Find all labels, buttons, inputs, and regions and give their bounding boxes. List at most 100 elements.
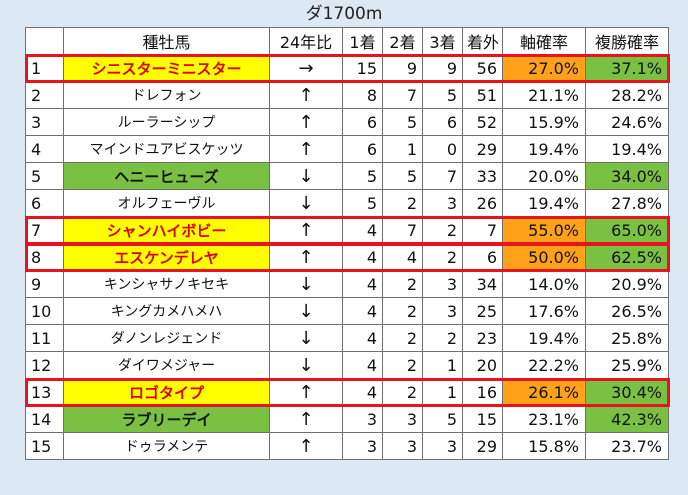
- out-count-cell: 29: [462, 432, 503, 460]
- table-row: 5 ヘニーヒューズ ↓ 5 5 7 33 20.0% 34.0%: [25, 162, 669, 190]
- first-count-cell: 6: [342, 108, 383, 136]
- out-count-cell: 29: [462, 135, 503, 163]
- third-count-cell: 1: [422, 351, 463, 379]
- axis-rate-cell: 22.2%: [502, 351, 586, 379]
- rank-cell: 10: [25, 297, 64, 325]
- first-count-cell: 4: [342, 243, 383, 271]
- out-count-cell: 23: [462, 324, 503, 352]
- table-row: 13 ロゴタイプ ↑ 4 2 1 16 26.1% 30.4%: [25, 378, 669, 406]
- second-count-cell: 2: [382, 324, 423, 352]
- header-axis-rate: 軸確率: [502, 27, 586, 55]
- sire-name-cell: キンシャサノキセキ: [63, 270, 270, 298]
- table-row: 8 エスケンデレヤ ↑ 4 4 2 6 50.0% 62.5%: [25, 243, 669, 271]
- third-count-cell: 3: [422, 297, 463, 325]
- place-rate-cell: 37.1%: [585, 54, 669, 82]
- second-count-cell: 2: [382, 351, 423, 379]
- table-row: 11 ダノンレジェンド ↓ 4 2 2 23 19.4% 25.8%: [25, 324, 669, 352]
- header-third: 3着: [422, 27, 463, 55]
- sire-name-cell: ヘニーヒューズ: [63, 162, 270, 190]
- place-rate-cell: 19.4%: [585, 135, 669, 163]
- first-count-cell: 6: [342, 135, 383, 163]
- rank-cell: 15: [25, 432, 64, 460]
- table-row: 14 ラブリーデイ ↑ 3 3 5 15 23.1% 42.3%: [25, 405, 669, 433]
- third-count-cell: 2: [422, 216, 463, 244]
- sire-name-cell: ロゴタイプ: [63, 378, 270, 406]
- second-count-cell: 2: [382, 270, 423, 298]
- axis-rate-cell: 26.1%: [502, 378, 586, 406]
- trend-arrow-icon: ↑: [269, 135, 343, 163]
- table-row: 3 ルーラーシップ ↑ 6 5 6 52 15.9% 24.6%: [25, 108, 669, 136]
- header-no: [25, 27, 64, 55]
- header-first: 1着: [342, 27, 383, 55]
- first-count-cell: 4: [342, 216, 383, 244]
- out-count-cell: 7: [462, 216, 503, 244]
- trend-arrow-icon: ↑: [269, 432, 343, 460]
- table-row: 12 ダイワメジャー ↓ 4 2 1 20 22.2% 25.9%: [25, 351, 669, 379]
- first-count-cell: 5: [342, 189, 383, 217]
- axis-rate-cell: 19.4%: [502, 324, 586, 352]
- axis-rate-cell: 55.0%: [502, 216, 586, 244]
- second-count-cell: 2: [382, 297, 423, 325]
- trend-arrow-icon: ↑: [269, 405, 343, 433]
- out-count-cell: 56: [462, 54, 503, 82]
- rank-cell: 13: [25, 378, 64, 406]
- third-count-cell: 5: [422, 81, 463, 109]
- third-count-cell: 9: [422, 54, 463, 82]
- axis-rate-cell: 27.0%: [502, 54, 586, 82]
- sire-name-cell: シニスターミニスター: [63, 54, 270, 82]
- first-count-cell: 4: [342, 324, 383, 352]
- trend-arrow-icon: ↑: [269, 81, 343, 109]
- rank-cell: 6: [25, 189, 64, 217]
- first-count-cell: 4: [342, 297, 383, 325]
- rank-cell: 8: [25, 243, 64, 271]
- sire-name-cell: エスケンデレヤ: [63, 243, 270, 271]
- axis-rate-cell: 19.4%: [502, 135, 586, 163]
- first-count-cell: 4: [342, 351, 383, 379]
- place-rate-cell: 62.5%: [585, 243, 669, 271]
- rank-cell: 14: [25, 405, 64, 433]
- trend-arrow-icon: ↑: [269, 108, 343, 136]
- axis-rate-cell: 19.4%: [502, 189, 586, 217]
- third-count-cell: 3: [422, 270, 463, 298]
- out-count-cell: 26: [462, 189, 503, 217]
- sire-name-cell: ダノンレジェンド: [63, 324, 270, 352]
- sire-name-cell: キングカメハメハ: [63, 297, 270, 325]
- sheet-title: ダ1700m: [305, 4, 383, 24]
- third-count-cell: 0: [422, 135, 463, 163]
- table-row: 4 マインドユアビスケッツ ↑ 6 1 0 29 19.4% 19.4%: [25, 135, 669, 163]
- rank-cell: 5: [25, 162, 64, 190]
- rank-cell: 2: [25, 81, 64, 109]
- third-count-cell: 7: [422, 162, 463, 190]
- out-count-cell: 52: [462, 108, 503, 136]
- place-rate-cell: 20.9%: [585, 270, 669, 298]
- table-row: 7 シャンハイボビー ↑ 4 7 2 7 55.0% 65.0%: [25, 216, 669, 244]
- table-row: 9 キンシャサノキセキ ↓ 4 2 3 34 14.0% 20.9%: [25, 270, 669, 298]
- sire-name-cell: シャンハイボビー: [63, 216, 270, 244]
- first-count-cell: 15: [342, 54, 383, 82]
- rank-cell: 11: [25, 324, 64, 352]
- third-count-cell: 5: [422, 405, 463, 433]
- trend-arrow-icon: ↑: [269, 243, 343, 271]
- place-rate-cell: 26.5%: [585, 297, 669, 325]
- table-row: 10 キングカメハメハ ↓ 4 2 3 25 17.6% 26.5%: [25, 297, 669, 325]
- axis-rate-cell: 21.1%: [502, 81, 586, 109]
- third-count-cell: 2: [422, 243, 463, 271]
- out-count-cell: 6: [462, 243, 503, 271]
- second-count-cell: 2: [382, 378, 423, 406]
- place-rate-cell: 28.2%: [585, 81, 669, 109]
- table-row: 1 シニスターミニスター → 15 9 9 56 27.0% 37.1%: [25, 54, 669, 82]
- out-count-cell: 25: [462, 297, 503, 325]
- second-count-cell: 5: [382, 162, 423, 190]
- second-count-cell: 9: [382, 54, 423, 82]
- sire-name-cell: オルフェーヴル: [63, 189, 270, 217]
- place-rate-cell: 30.4%: [585, 378, 669, 406]
- second-count-cell: 7: [382, 216, 423, 244]
- trend-arrow-icon: →: [269, 54, 343, 82]
- sire-name-cell: ドゥラメンテ: [63, 432, 270, 460]
- axis-rate-cell: 17.6%: [502, 297, 586, 325]
- sire-name-cell: マインドユアビスケッツ: [63, 135, 270, 163]
- out-count-cell: 34: [462, 270, 503, 298]
- third-count-cell: 3: [422, 189, 463, 217]
- place-rate-cell: 65.0%: [585, 216, 669, 244]
